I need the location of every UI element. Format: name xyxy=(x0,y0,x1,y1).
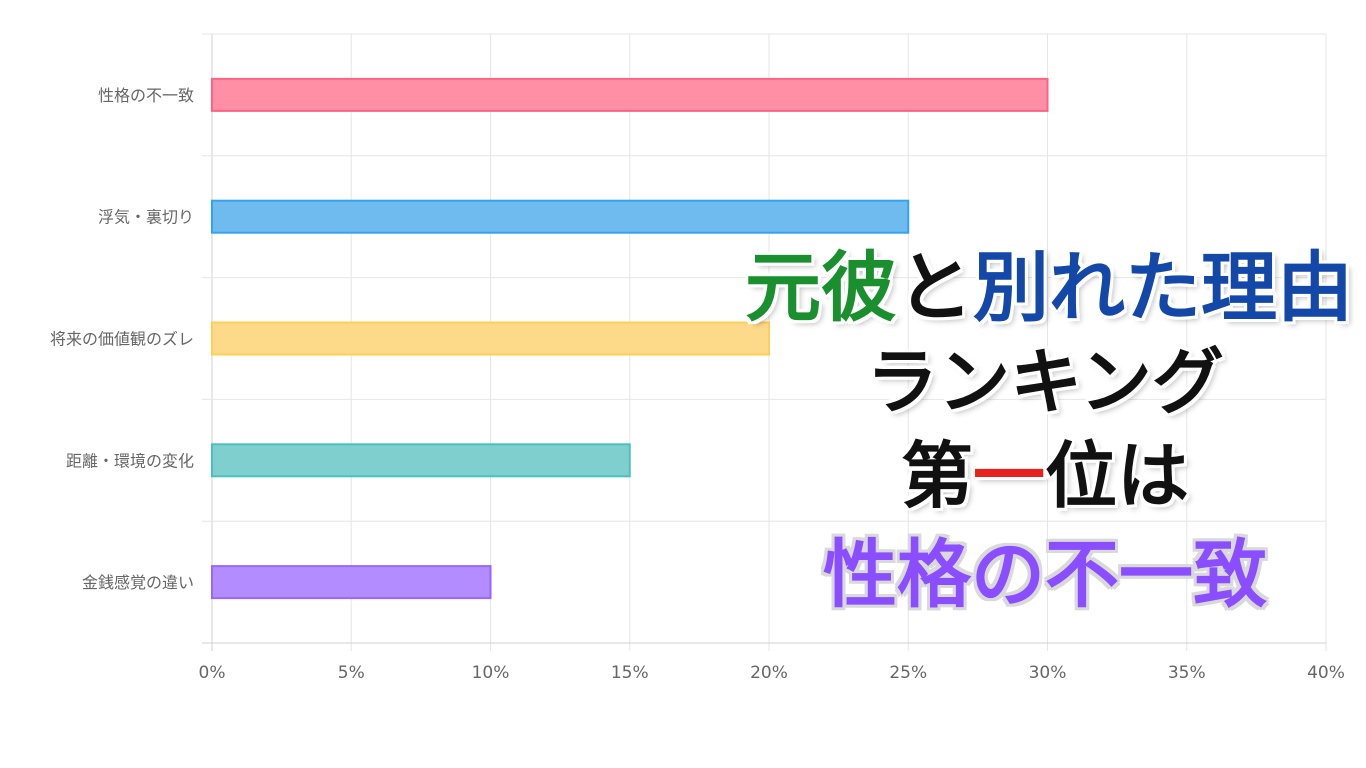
bar xyxy=(211,199,910,234)
overlay-ranking: ランキング xyxy=(866,340,1224,424)
overlay-ichi: 一 xyxy=(972,434,1045,518)
overlay-line3: 第一位は xyxy=(745,440,1345,528)
category-label: 金銭感覚の違い xyxy=(82,573,194,592)
category-label: 将来の価値観のズレ xyxy=(50,330,194,349)
x-tick-label: 10% xyxy=(472,663,510,683)
overlay-iwa: 位は xyxy=(1045,434,1190,518)
grid-lines xyxy=(202,33,1327,651)
category-label: 浮気・裏切り xyxy=(98,208,194,227)
overlay-answer: 性格の不一致 xyxy=(823,532,1267,618)
x-tick-label: 30% xyxy=(1029,663,1067,683)
x-tick-label: 5% xyxy=(338,663,365,683)
bar xyxy=(211,565,492,600)
category-label: 性格の不一致 xyxy=(98,86,194,105)
x-tick-label: 35% xyxy=(1168,663,1206,683)
bars xyxy=(211,77,1049,600)
bar xyxy=(211,77,1049,112)
bar xyxy=(211,321,770,356)
overlay-particle-to: と xyxy=(897,243,973,332)
overlay-breakup-reason: 別れた理由 xyxy=(973,243,1353,332)
x-tick-label: 0% xyxy=(199,663,226,683)
title-overlay: 元彼と別れた理由 ランキング 第一位は 性格の不一致 xyxy=(745,250,1353,628)
x-tick-label: 20% xyxy=(750,663,788,683)
x-tick-label: 40% xyxy=(1307,663,1345,683)
overlay-dai: 第 xyxy=(900,434,973,518)
category-label: 距離・環境の変化 xyxy=(66,451,194,470)
bar xyxy=(211,443,631,478)
overlay-line1: 元彼と別れた理由 xyxy=(745,250,1353,340)
x-tick-labels: 0% 5% 10% 15% 20% 25% 30% 35% 40% xyxy=(199,663,1345,683)
x-tick-label: 15% xyxy=(611,663,649,683)
overlay-ex-boyfriend: 元彼 xyxy=(745,243,897,332)
x-tick-label: 25% xyxy=(889,663,927,683)
